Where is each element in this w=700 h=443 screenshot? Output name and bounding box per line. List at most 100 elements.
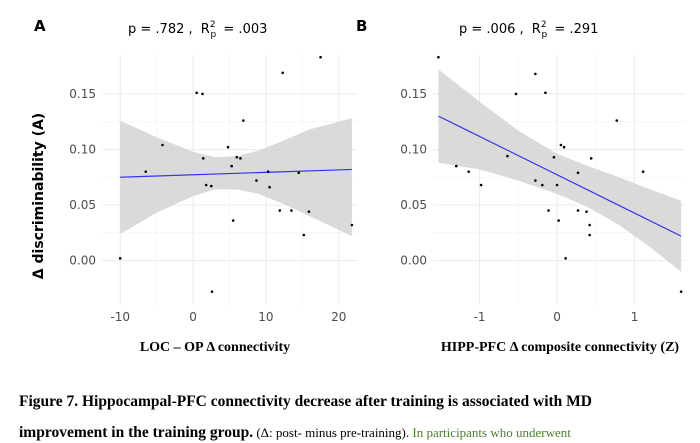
data-point-a <box>297 171 301 175</box>
data-point-a <box>118 257 122 260</box>
data-point-b <box>564 257 567 260</box>
data-point-b <box>555 183 559 187</box>
data-point-b <box>588 223 591 227</box>
y-axis-label-a: Δ discriminability (A) <box>31 113 47 279</box>
data-point-a <box>235 155 239 159</box>
data-point-b <box>679 290 683 293</box>
regression-line-a <box>120 168 352 178</box>
data-point-a <box>290 209 293 212</box>
data-point-a <box>239 157 242 160</box>
panel-b-letter: B <box>356 17 367 35</box>
data-point-a <box>278 209 282 212</box>
data-point-b <box>589 157 593 160</box>
y-tick-label-a: 0.00 <box>69 254 96 268</box>
panel-b-r2-symbol: R <box>532 22 541 37</box>
data-point-b <box>576 209 580 212</box>
panel-a-letter: A <box>34 17 46 35</box>
figure-panels: A p = .782 , R2 p = .003 Δ discriminabili… <box>31 17 685 324</box>
data-point-a <box>350 223 354 227</box>
data-point-a <box>319 55 322 59</box>
data-point-a <box>161 143 164 147</box>
y-tick-label-b: 0.00 <box>400 254 427 268</box>
data-point-b <box>557 219 560 222</box>
data-point-b <box>541 183 544 187</box>
data-point-b <box>641 170 645 173</box>
panel-b-r2-sup: 2 <box>541 20 547 30</box>
confidence-band-b <box>438 69 682 272</box>
panel-a-r2-symbol: R <box>201 22 210 37</box>
panel-a-stats: p = .782 , R2 p = .003 <box>128 20 267 41</box>
data-point-a <box>281 71 284 75</box>
data-point-a <box>302 233 306 237</box>
data-point-b <box>552 155 556 159</box>
figure-caption-title: Figure 7. Hippocampal-PFC connectivity d… <box>19 393 593 410</box>
y-tick-label-a: 0.15 <box>69 87 96 101</box>
data-point-b <box>467 170 470 173</box>
panel-b-r2-sub: p <box>542 30 548 40</box>
panel-a-r2-sub: p <box>211 30 217 40</box>
confidence-band-a <box>120 118 352 237</box>
x-tick-label-b: 1 <box>631 310 639 324</box>
data-point-b <box>514 92 518 96</box>
data-point-b <box>547 209 550 212</box>
data-point-b <box>576 171 580 175</box>
data-point-b <box>534 179 537 182</box>
data-point-a <box>255 179 258 182</box>
data-point-b <box>559 143 563 147</box>
data-point-a <box>201 157 205 160</box>
data-point-b <box>437 55 440 59</box>
data-point-b <box>562 145 566 149</box>
data-point-a <box>144 170 148 173</box>
data-point-a <box>268 185 271 189</box>
data-point-a <box>204 183 208 187</box>
x-tick-label-b: 0 <box>553 310 561 324</box>
data-point-a <box>201 92 204 96</box>
data-point-a <box>226 145 230 149</box>
y-tick-label-a: 0.10 <box>69 142 96 156</box>
data-points-b <box>437 55 683 293</box>
data-point-a <box>210 290 214 293</box>
data-point-b <box>615 119 619 122</box>
panel-a-r2-value: = .003 <box>223 22 267 37</box>
data-point-a <box>209 184 213 188</box>
data-point-a <box>266 170 270 173</box>
data-point-b <box>585 210 588 213</box>
panel-a-p-value: p = .782 , <box>128 22 193 37</box>
data-point-a <box>230 164 233 168</box>
x-tick-label-b: -1 <box>474 310 486 324</box>
data-point-a <box>242 119 245 122</box>
data-point-b <box>534 72 537 76</box>
panel-a: A p = .782 , R2 p = .003 Δ discriminabili… <box>31 17 357 324</box>
data-point-b <box>588 233 591 237</box>
data-point-b <box>506 154 509 158</box>
regression-line-b <box>438 115 682 237</box>
x-tick-label-a: 10 <box>258 310 273 324</box>
plot-area-b: 0.00 0.05 0.10 0.15 -1 0 1 <box>400 55 685 324</box>
data-point-b <box>479 183 483 187</box>
x-axis-label-a-html: LOC – OP Δ connectivity <box>139 340 291 355</box>
data-point-b <box>454 164 458 168</box>
panel-b-r2-value: = .291 <box>554 22 598 37</box>
caption-green-text: In participants who underwent <box>412 425 571 440</box>
data-point-a <box>195 91 199 95</box>
x-axis-label-b: HIPP-PFC Δ composite connectivity (Z) <box>440 340 680 355</box>
data-points-a <box>118 55 354 293</box>
caption-paren-text: (Δ: post- minus pre-training). <box>253 425 413 440</box>
data-point-b <box>544 91 547 95</box>
panel-b-p-value: p = .006 , <box>459 22 524 37</box>
y-tick-label-b: 0.15 <box>400 87 427 101</box>
data-point-a <box>307 210 311 213</box>
x-tick-label-a: 20 <box>331 310 346 324</box>
plot-area-a: 0.00 0.05 0.10 0.15 -10 0 10 20 <box>69 55 357 324</box>
panel-a-r2-sup: 2 <box>210 20 216 30</box>
y-tick-label-a: 0.05 <box>69 198 96 212</box>
y-tick-label-b: 0.05 <box>400 198 427 212</box>
panel-b: B p = .006 , R2 p = .291 0.00 0.05 0.10 0.15… <box>356 17 685 324</box>
data-point-a <box>231 219 235 222</box>
x-tick-label-a: 0 <box>189 310 197 324</box>
y-tick-label-b: 0.10 <box>400 142 427 156</box>
caption-bold-text: improvement in the training group. <box>19 424 254 441</box>
x-tick-label-a: -10 <box>110 310 130 324</box>
figure-caption-line2: improvement in the training group. (Δ: p… <box>19 424 691 442</box>
panel-b-stats: p = .006 , R2 p = .291 <box>459 20 598 41</box>
